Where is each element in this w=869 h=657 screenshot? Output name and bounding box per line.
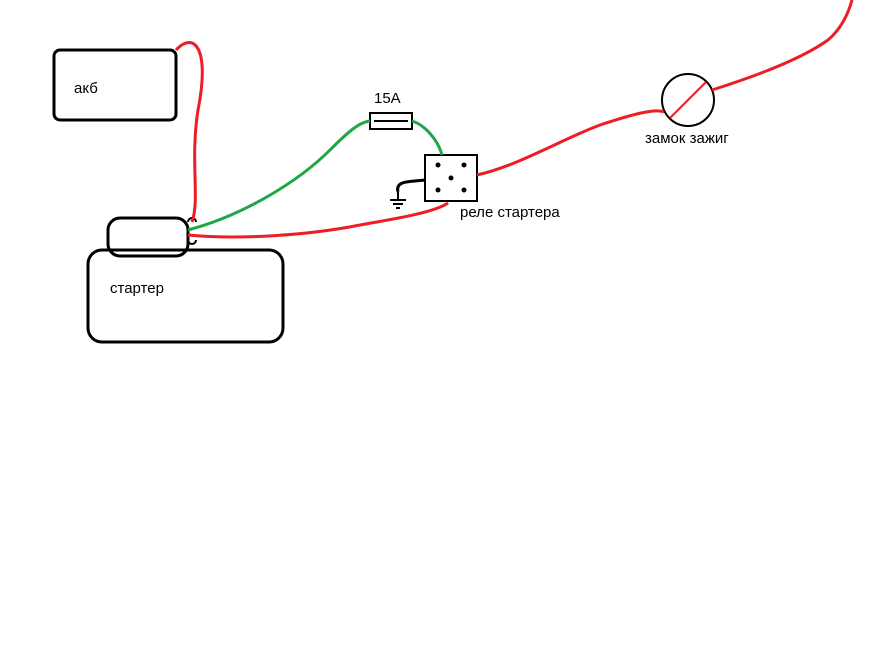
fuse-label: 15А [374,90,401,107]
relay-label: реле стартера [460,204,560,221]
relay-pin [462,163,467,168]
wire-black-relay-ground [398,180,425,192]
wire-red-battery-solenoid [176,43,202,223]
battery-label: акб [74,80,98,97]
relay-pin [436,188,441,193]
starter-label: стартер [110,280,164,297]
circuit-diagram: акб стартер 15А реле стартера замок зажи… [0,0,869,652]
ignition-label: замок зажиг [645,130,729,147]
relay-pin [449,176,454,181]
wire-red-ignition-out [712,0,852,90]
wire-green-solenoid-fuse [188,121,370,230]
relay-pin [436,163,441,168]
wire-green-fuse-relay [412,121,442,155]
battery-box [54,50,176,120]
ignition-slash [670,82,706,118]
wire-red-relay-ignition [477,111,664,175]
diagram-svg [0,0,869,652]
relay-pin [462,188,467,193]
wire-red-solenoid-relay [188,203,448,237]
